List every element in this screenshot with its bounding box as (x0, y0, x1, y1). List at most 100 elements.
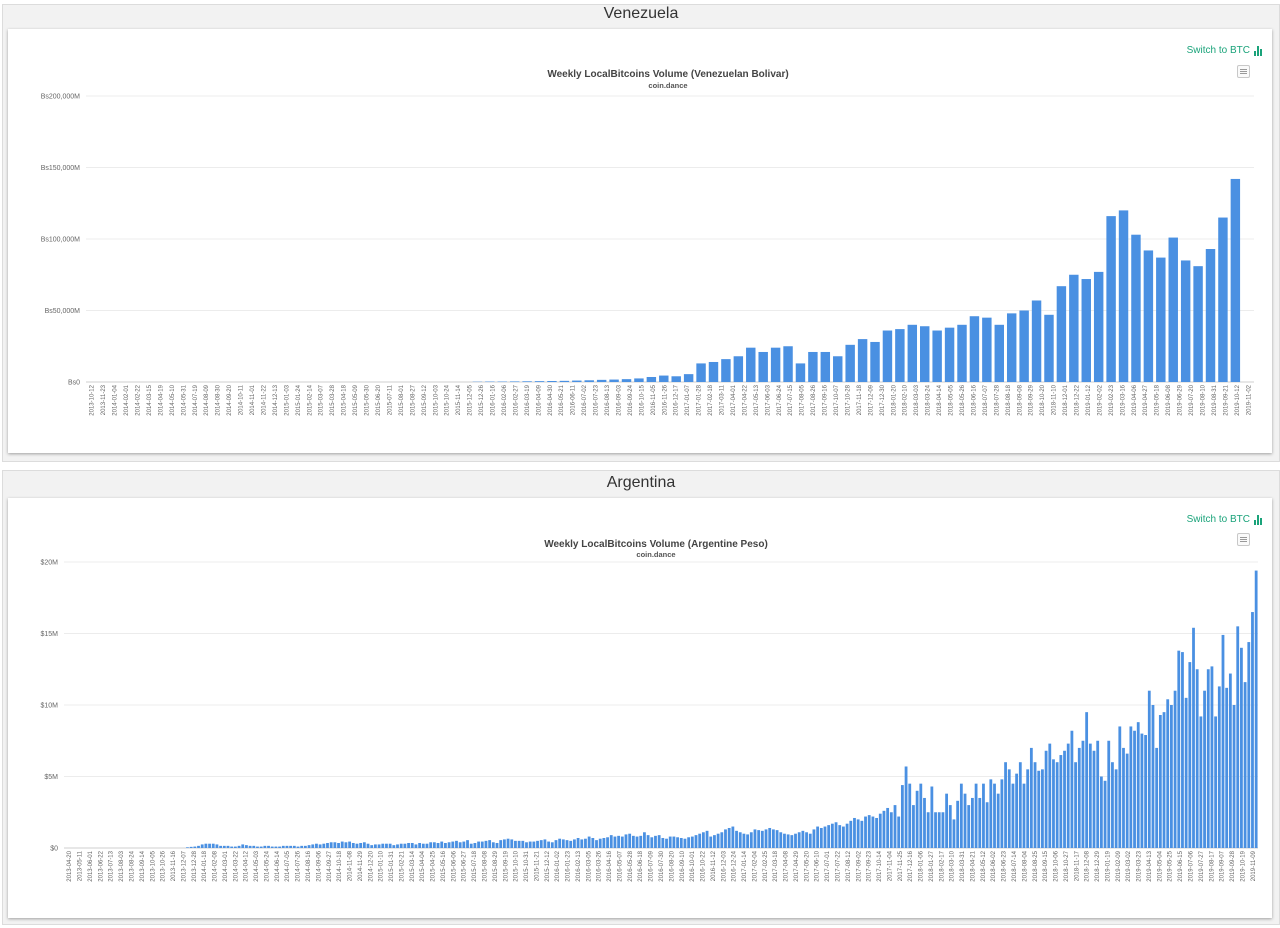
bar[interactable] (385, 843, 388, 848)
bar[interactable] (215, 844, 219, 848)
bar[interactable] (536, 840, 539, 848)
bar[interactable] (989, 779, 993, 848)
bar[interactable] (770, 347, 781, 382)
bar[interactable] (795, 363, 806, 382)
bar[interactable] (421, 843, 425, 848)
bar[interactable] (900, 785, 904, 848)
bar[interactable] (982, 317, 992, 382)
bar[interactable] (609, 835, 613, 848)
bar[interactable] (659, 375, 669, 382)
bar[interactable] (661, 837, 665, 848)
bar[interactable] (1169, 705, 1173, 848)
bar[interactable] (683, 374, 694, 382)
bar[interactable] (679, 837, 683, 848)
bar[interactable] (543, 839, 547, 848)
bar[interactable] (554, 840, 558, 848)
bar[interactable] (1162, 712, 1166, 848)
bar[interactable] (875, 817, 878, 848)
bar[interactable] (930, 786, 934, 848)
bar[interactable] (1111, 762, 1114, 848)
bar[interactable] (252, 845, 256, 848)
bar[interactable] (932, 330, 942, 382)
bar[interactable] (982, 783, 985, 848)
bar[interactable] (867, 815, 871, 848)
bar[interactable] (857, 339, 868, 382)
bar[interactable] (197, 845, 200, 848)
bar[interactable] (609, 379, 619, 382)
bar[interactable] (539, 840, 543, 848)
bar[interactable] (576, 837, 580, 848)
bar[interactable] (337, 842, 340, 848)
bar[interactable] (907, 324, 918, 382)
bar[interactable] (624, 834, 628, 848)
bar[interactable] (860, 820, 864, 848)
bar[interactable] (488, 840, 492, 848)
bar[interactable] (1193, 266, 1203, 382)
bar[interactable] (237, 845, 241, 848)
bar[interactable] (506, 838, 510, 848)
bar[interactable] (572, 380, 582, 382)
bar[interactable] (970, 797, 974, 848)
bar[interactable] (749, 832, 753, 848)
bar[interactable] (833, 356, 843, 382)
bar[interactable] (621, 379, 632, 382)
bar[interactable] (473, 842, 477, 848)
bar[interactable] (432, 842, 436, 848)
bar[interactable] (381, 843, 385, 848)
bar[interactable] (834, 822, 838, 848)
bar[interactable] (1180, 260, 1191, 382)
bar[interactable] (414, 844, 418, 848)
bar[interactable] (1015, 773, 1019, 848)
bar[interactable] (377, 844, 381, 848)
bar[interactable] (1048, 743, 1052, 848)
bar[interactable] (956, 800, 960, 848)
bar[interactable] (687, 837, 691, 848)
bar[interactable] (1114, 769, 1118, 848)
bar[interactable] (550, 842, 554, 848)
bar[interactable] (436, 842, 440, 848)
bar[interactable] (1056, 286, 1067, 382)
bar[interactable] (1221, 634, 1225, 848)
bar[interactable] (1214, 716, 1218, 848)
bar[interactable] (639, 835, 643, 848)
bar[interactable] (733, 356, 744, 382)
bar[interactable] (978, 797, 982, 848)
bar[interactable] (1106, 216, 1116, 382)
bar[interactable] (1188, 662, 1192, 848)
bar[interactable] (993, 783, 996, 848)
bar[interactable] (532, 841, 536, 848)
hamburger-menu-icon[interactable] (1237, 65, 1250, 78)
bar[interactable] (720, 832, 724, 848)
bar[interactable] (1143, 250, 1154, 382)
bar[interactable] (676, 837, 679, 848)
bar[interactable] (340, 841, 344, 848)
bar[interactable] (786, 834, 790, 848)
bar[interactable] (1066, 743, 1070, 848)
bar[interactable] (871, 816, 875, 848)
bar[interactable] (392, 845, 396, 848)
bar[interactable] (1018, 762, 1022, 848)
bar[interactable] (230, 846, 234, 848)
bar[interactable] (1251, 612, 1254, 848)
bar[interactable] (764, 829, 768, 848)
bar[interactable] (1236, 626, 1240, 848)
bar[interactable] (705, 830, 709, 848)
bar[interactable] (631, 835, 635, 848)
bar[interactable] (399, 843, 403, 848)
bar[interactable] (923, 797, 926, 848)
bar[interactable] (447, 842, 451, 848)
bar[interactable] (1092, 750, 1096, 848)
bar[interactable] (1192, 627, 1195, 848)
bar[interactable] (200, 844, 204, 848)
bar[interactable] (724, 829, 727, 848)
bar[interactable] (480, 841, 484, 848)
bar[interactable] (263, 845, 267, 848)
bar[interactable] (708, 361, 719, 382)
bar[interactable] (1004, 762, 1007, 848)
bar[interactable] (373, 844, 377, 848)
bar[interactable] (1044, 750, 1048, 848)
bar[interactable] (838, 825, 842, 848)
bar[interactable] (690, 836, 694, 848)
bar[interactable] (444, 842, 447, 848)
bar[interactable] (484, 840, 488, 848)
